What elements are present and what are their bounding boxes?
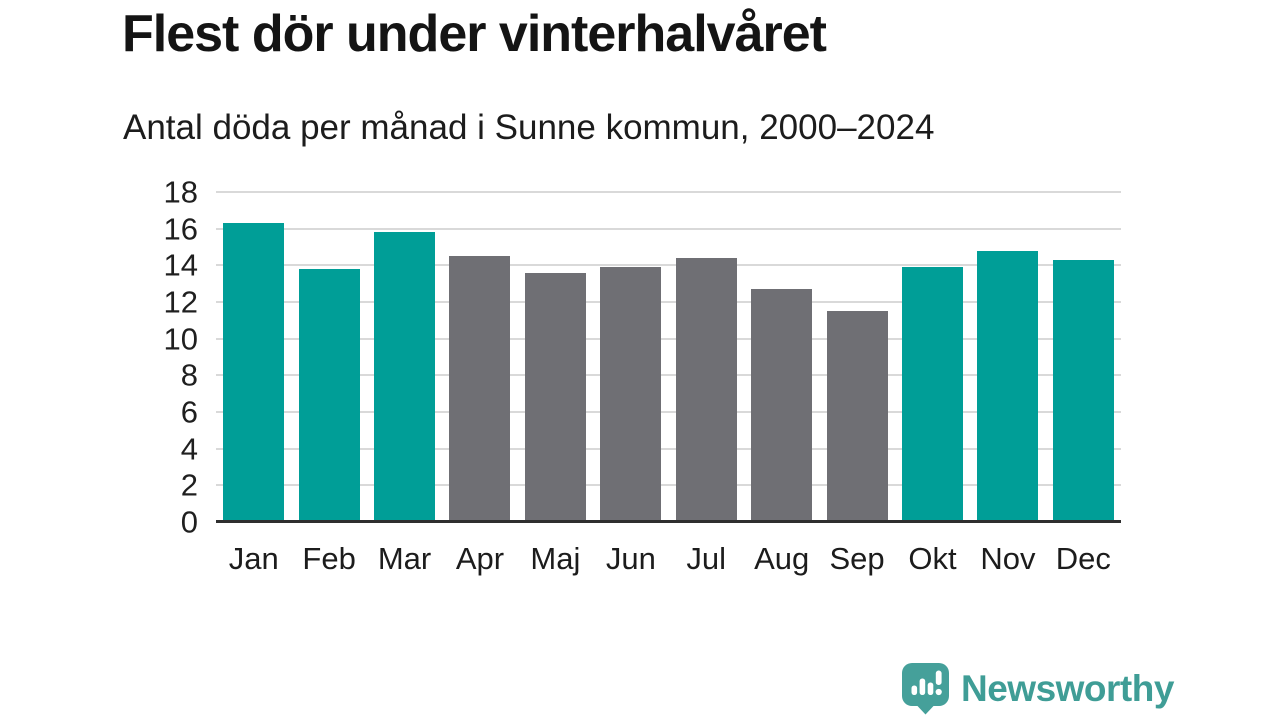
gridline-y-18 [216,191,1121,193]
bar-slot-aug: Aug [744,192,819,574]
x-tick-label-jan: Jan [228,541,279,576]
bar-aug [751,289,813,522]
bar-slot-mar: Mar [367,192,442,574]
bar-slot-jan: Jan [216,192,291,574]
bar-chart-speech-bubble-icon [902,663,949,715]
x-tick-label-aug: Aug [754,541,810,576]
y-axis-tick-labels: 0 2 4 6 8 10 12 14 16 18 [70,177,198,538]
bar-dec [1052,259,1114,522]
x-tick-label-feb: Feb [302,541,356,576]
bar-slot-feb: Feb [291,192,366,574]
y-tick-label-12: 12 [163,284,198,320]
chart-subtitle: Antal döda per månad i Sunne kommun, 200… [123,108,935,147]
bar-slot-maj: Maj [518,192,593,574]
x-tick-label-nov: Nov [980,541,1036,576]
y-tick-label-16: 16 [163,211,198,247]
y-tick-label-10: 10 [163,321,198,357]
y-tick-label-8: 8 [180,357,198,393]
plot-area: Jan Feb Mar Apr Maj Jun Jul Aug Sep Okt Nov Dec [216,191,1121,574]
bar-series: Jan Feb Mar Apr Maj Jun Jul Aug Sep Okt Nov Dec [216,192,1121,574]
gridline-y-12 [216,301,1121,304]
bar-okt [902,267,963,522]
y-tick-label-14: 14 [163,247,198,283]
gridline-y-10 [216,337,1121,340]
x-tick-label-sep: Sep [829,541,885,576]
bar-jul [675,258,737,522]
bar-maj [524,272,586,522]
bar-slot-apr: Apr [442,192,517,574]
bar-nov [977,250,1039,522]
gridline-y-6 [216,411,1121,414]
bar-mar [374,232,436,522]
bar-slot-dec: Dec [1046,192,1121,574]
bar-jan [223,223,285,522]
bar-slot-okt: Okt [895,192,970,574]
bar-sep [826,311,888,522]
x-axis-line [216,520,1121,523]
x-tick-label-maj: Maj [530,541,581,576]
bar-apr [449,256,511,522]
x-tick-label-mar: Mar [377,541,432,576]
gridline-y-14 [216,264,1121,267]
x-tick-label-dec: Dec [1055,541,1111,576]
y-tick-label-18: 18 [163,174,198,210]
newsworthy-logo: Newsworthy [901,662,1174,715]
x-tick-label-jun: Jun [605,541,656,576]
bar-slot-sep: Sep [819,192,894,574]
x-tick-label-okt: Okt [908,541,957,576]
x-tick-label-jul: Jul [686,541,727,576]
gridline-y-2 [216,484,1121,487]
y-tick-label-2: 2 [180,467,198,503]
bar-slot-jun: Jun [593,192,668,574]
gridline-y-8 [216,374,1121,377]
brand-name: Newsworthy [961,668,1174,709]
gridline-y-16 [216,227,1121,230]
bar-jun [600,267,662,522]
y-tick-label-0: 0 [180,504,198,540]
y-tick-label-4: 4 [180,431,198,467]
bar-feb [298,269,360,522]
gridline-y-4 [216,447,1121,450]
bar-slot-jul: Jul [669,192,744,574]
x-tick-label-apr: Apr [455,541,505,576]
y-tick-label-6: 6 [180,394,198,430]
bar-slot-nov: Nov [970,192,1045,574]
chart-title: Flest dör under vinterhalvåret [122,5,827,63]
